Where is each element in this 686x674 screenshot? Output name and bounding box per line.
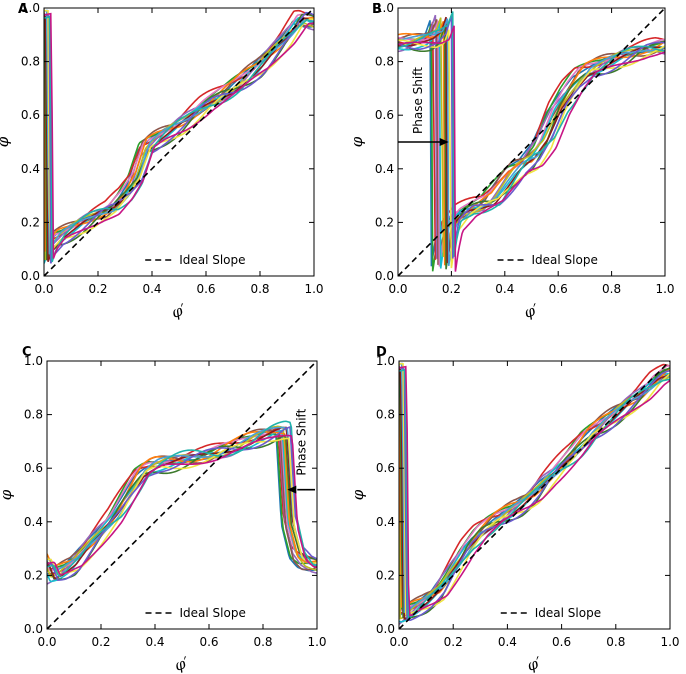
ideal-slope-line [397, 7, 666, 277]
x-tick-label: 0.6 [199, 635, 218, 649]
y-axis-label: φ [0, 136, 12, 147]
x-tick-label: 0.4 [142, 282, 161, 296]
x-tick-label: 1.0 [304, 282, 323, 296]
y-tick-label: 0.0 [376, 622, 395, 636]
data-series-line [398, 29, 665, 269]
data-series-line [44, 15, 314, 262]
y-tick-label: 1.0 [376, 354, 395, 368]
x-tick-label: 1.0 [307, 635, 326, 649]
phase-shift-label: Phase Shift [411, 67, 425, 134]
data-series-line [399, 368, 670, 619]
y-tick-label: 0.8 [375, 55, 394, 69]
data-series-line [47, 425, 317, 581]
plot-frame [398, 360, 671, 630]
y-tick-label: 0.4 [24, 515, 43, 529]
y-tick-label: 0.8 [21, 55, 40, 69]
y-tick-label: 0.2 [24, 568, 43, 582]
phase-shift-label: Phase Shift [294, 408, 308, 475]
data-series-line [47, 434, 317, 576]
legend-label: Ideal Slope [532, 253, 598, 267]
ideal-slope-line [46, 360, 318, 630]
data-series-line [399, 362, 670, 615]
plot-frame [43, 7, 315, 277]
y-tick-label: 0.4 [21, 162, 40, 176]
data-series-line [398, 18, 665, 266]
ideal-slope-line [43, 7, 315, 277]
x-tick-label: 0.0 [34, 282, 53, 296]
panel-b: B 0.0 0.2 0.4 0.6 0.8 1.0 0.0 0.2 0.4 0.6 0.8 1.0 φ′ φ… [348, 1, 675, 322]
y-tick-label: 0.4 [375, 162, 394, 176]
y-tick-label: 0.2 [376, 568, 395, 582]
y-tick-label: 0.4 [376, 515, 395, 529]
y-tick-label: 0.6 [24, 461, 43, 475]
y-tick-label: 0.2 [375, 215, 394, 229]
x-tick-label: 0.0 [37, 635, 56, 649]
panel-c: C 0.0 0.2 0.4 0.6 0.8 1.0 0.0 0.2 0.4 0.6 0.8 1.0 φ′ φ… [0, 345, 327, 674]
x-axis-label: φ′ [525, 653, 545, 674]
x-tick-label: 0.2 [88, 282, 107, 296]
x-tick-label: 0.4 [145, 635, 164, 649]
legend-label: Ideal Slope [180, 606, 246, 620]
y-tick-label: 0.0 [24, 622, 43, 636]
x-tick-label: 0.8 [606, 635, 625, 649]
data-series-line [47, 426, 317, 572]
data-series-line [47, 420, 317, 578]
y-axis-label: φ [349, 489, 367, 500]
x-tick-label: 0.6 [549, 282, 568, 296]
data-series-line [44, 12, 314, 259]
y-tick-label: 0.6 [375, 108, 394, 122]
x-tick-label: 0.0 [388, 282, 407, 296]
x-axis-label: φ′ [169, 300, 189, 322]
data-series-line [399, 365, 670, 617]
y-tick-label: 0.6 [21, 108, 40, 122]
x-tick-label: 0.0 [389, 635, 408, 649]
x-tick-label: 1.0 [655, 282, 674, 296]
legend-label: Ideal Slope [535, 606, 601, 620]
data-series-line [399, 376, 670, 620]
data-series-line [398, 25, 665, 272]
x-tick-label: 0.2 [442, 282, 461, 296]
legend-label: Ideal Slope [179, 253, 245, 267]
x-tick-label: 0.6 [552, 635, 571, 649]
plot-frame [46, 360, 318, 630]
x-tick-label: 0.8 [602, 282, 621, 296]
x-tick-label: 0.8 [253, 635, 272, 649]
y-tick-label: 1.0 [375, 1, 394, 15]
panel-a: A 0.0 0.2 0.4 0.6 0.8 1.0 0.0 0.2 0.4 0.6 0.8 1.0 φ′ φ… [0, 1, 324, 322]
y-tick-label: 0.0 [21, 269, 40, 283]
x-tick-label: 0.2 [91, 635, 110, 649]
y-tick-label: 0.6 [376, 461, 395, 475]
panel-letter: A [18, 2, 28, 17]
x-tick-label: 1.0 [660, 635, 679, 649]
x-tick-label: 0.8 [250, 282, 269, 296]
x-axis-label: φ′ [522, 300, 542, 322]
arrow-head [439, 138, 449, 146]
data-series-line [399, 377, 670, 625]
y-tick-label: 0.8 [24, 408, 43, 422]
y-tick-label: 0.2 [21, 215, 40, 229]
x-axis-label: φ′ [172, 653, 192, 674]
panel-letter: B [372, 2, 382, 17]
y-axis-label: φ [0, 489, 15, 500]
y-tick-label: 0.0 [375, 269, 394, 283]
panel-d: D 0.0 0.2 0.4 0.6 0.8 1.0 0.0 0.2 0.4 0.6 0.8 1.0 φ′ φ… [349, 345, 680, 674]
ideal-slope-line [398, 360, 671, 630]
x-tick-label: 0.4 [498, 635, 517, 649]
y-tick-label: 1.0 [21, 1, 40, 15]
series-group [47, 420, 317, 585]
data-series-line [47, 430, 317, 578]
y-axis-label: φ [348, 136, 366, 147]
x-tick-label: 0.6 [196, 282, 215, 296]
x-tick-label: 0.4 [495, 282, 514, 296]
panel-letter: C [22, 345, 32, 360]
panel-letter: D [376, 345, 387, 360]
series-group [398, 11, 665, 272]
x-tick-label: 0.2 [444, 635, 463, 649]
y-tick-label: 1.0 [24, 354, 43, 368]
data-series-line [44, 15, 314, 263]
y-tick-label: 0.8 [376, 408, 395, 422]
arrow-head [287, 485, 297, 494]
